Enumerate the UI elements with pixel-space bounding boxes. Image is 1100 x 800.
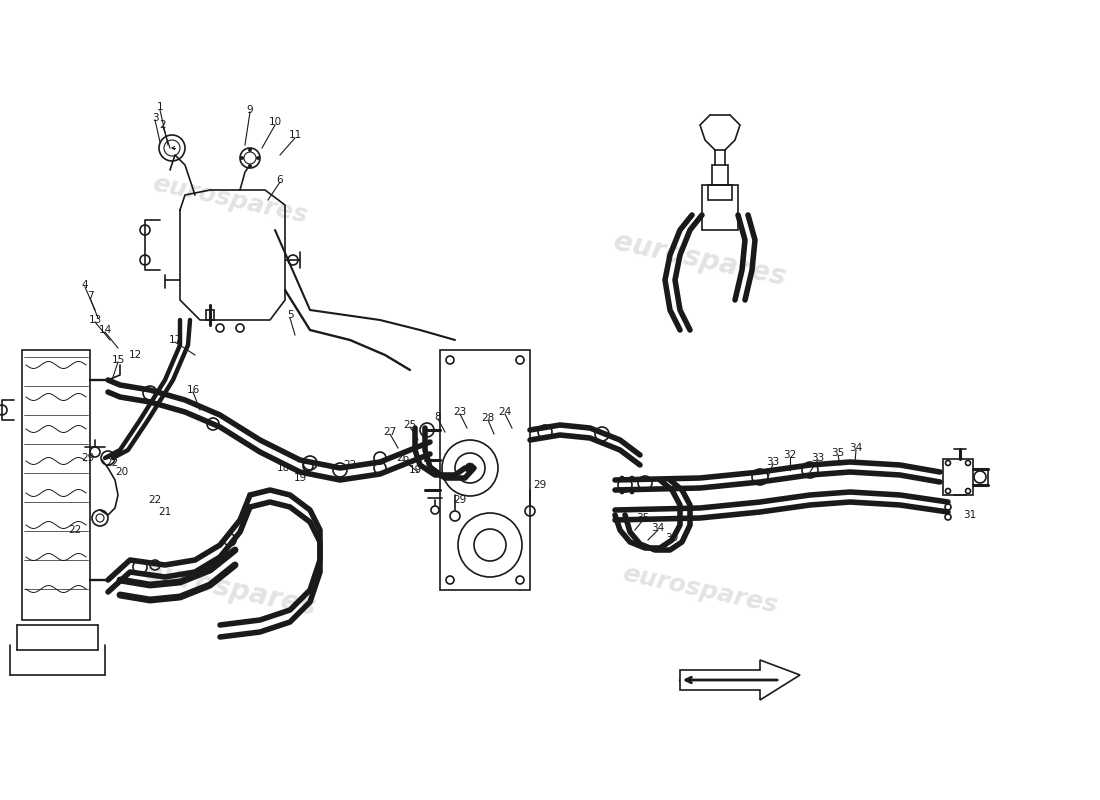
Text: 23: 23 bbox=[453, 407, 466, 417]
Text: 4: 4 bbox=[81, 280, 88, 290]
Text: 17: 17 bbox=[168, 335, 182, 345]
Text: eurospares: eurospares bbox=[141, 558, 319, 622]
Text: 1: 1 bbox=[156, 102, 163, 112]
Text: 31: 31 bbox=[964, 510, 977, 520]
Text: 15: 15 bbox=[111, 355, 124, 365]
Bar bbox=[943, 459, 974, 495]
Text: 35: 35 bbox=[637, 513, 650, 523]
Text: 18: 18 bbox=[276, 463, 289, 473]
Text: 25: 25 bbox=[404, 420, 417, 430]
Text: 29: 29 bbox=[534, 480, 547, 490]
Text: 28: 28 bbox=[482, 413, 495, 423]
Bar bbox=[712, 165, 728, 185]
Circle shape bbox=[630, 490, 634, 494]
Text: 11: 11 bbox=[288, 130, 301, 140]
Circle shape bbox=[630, 476, 634, 480]
Bar bbox=[702, 185, 738, 230]
Circle shape bbox=[249, 149, 252, 151]
Text: 13: 13 bbox=[88, 315, 101, 325]
Circle shape bbox=[465, 463, 475, 473]
Text: 22: 22 bbox=[106, 458, 119, 468]
Text: 35: 35 bbox=[832, 448, 845, 458]
Circle shape bbox=[241, 157, 243, 159]
Text: 8: 8 bbox=[434, 412, 441, 422]
Text: eurospares: eurospares bbox=[620, 562, 780, 618]
Polygon shape bbox=[680, 660, 800, 700]
Text: 12: 12 bbox=[129, 350, 142, 360]
Text: eurospares: eurospares bbox=[612, 228, 789, 292]
Text: 27: 27 bbox=[384, 427, 397, 437]
Text: eurospares: eurospares bbox=[151, 172, 310, 228]
Circle shape bbox=[256, 157, 260, 159]
Text: 22: 22 bbox=[343, 460, 356, 470]
Text: 30: 30 bbox=[666, 533, 679, 543]
Text: 22: 22 bbox=[68, 525, 81, 535]
Text: 20: 20 bbox=[116, 467, 129, 477]
Text: 33: 33 bbox=[812, 453, 825, 463]
Text: 33: 33 bbox=[767, 457, 780, 467]
Bar bbox=[440, 350, 530, 590]
Text: 34: 34 bbox=[651, 523, 664, 533]
Text: 26: 26 bbox=[396, 453, 409, 463]
Text: 29: 29 bbox=[453, 495, 466, 505]
Text: 24: 24 bbox=[498, 407, 512, 417]
Text: 3: 3 bbox=[152, 113, 158, 123]
Text: 34: 34 bbox=[849, 443, 862, 453]
Text: 6: 6 bbox=[277, 175, 284, 185]
Circle shape bbox=[620, 476, 624, 480]
Circle shape bbox=[620, 490, 624, 494]
Text: 2: 2 bbox=[160, 120, 166, 130]
Text: 22: 22 bbox=[148, 495, 162, 505]
Text: 19: 19 bbox=[294, 473, 307, 483]
Text: 16: 16 bbox=[186, 385, 199, 395]
Circle shape bbox=[249, 165, 252, 167]
Bar bbox=[22, 350, 90, 620]
Text: 29: 29 bbox=[81, 453, 95, 463]
Text: 7: 7 bbox=[87, 291, 94, 301]
Text: 10: 10 bbox=[268, 117, 282, 127]
Bar bbox=[708, 185, 732, 200]
Text: 9: 9 bbox=[246, 105, 253, 115]
Text: 14: 14 bbox=[98, 325, 111, 335]
Text: 5: 5 bbox=[287, 310, 294, 320]
Text: 19: 19 bbox=[408, 465, 421, 475]
Text: 21: 21 bbox=[158, 507, 172, 517]
Text: 32: 32 bbox=[783, 450, 796, 460]
